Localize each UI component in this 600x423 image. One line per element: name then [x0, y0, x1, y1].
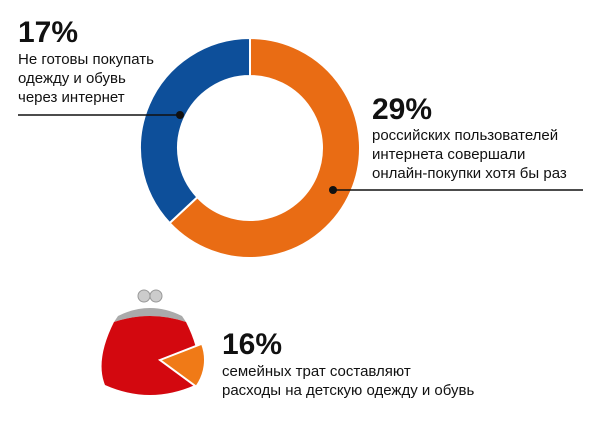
purse-body: [101, 316, 199, 395]
purse-clasp: [137, 289, 151, 303]
value-label: 17%: [18, 16, 79, 49]
donut-slice: [168, 36, 361, 259]
donut-slice: [139, 36, 251, 225]
callout-wedge: [157, 342, 206, 389]
category-label: Не готовы покупать одежду и обувь через …: [18, 51, 154, 106]
category-label: российских пользователей интернета совер…: [372, 127, 567, 182]
leader-dot: [176, 111, 184, 119]
callout-value: 16%: [222, 328, 283, 361]
purse-clasp: [149, 289, 163, 303]
value-label: 29%: [372, 93, 433, 126]
purse-frame: [114, 308, 186, 322]
callout-text: семейных трат составляют расходы на детс…: [222, 363, 475, 399]
purse: [101, 289, 199, 395]
leader-dot: [329, 186, 337, 194]
